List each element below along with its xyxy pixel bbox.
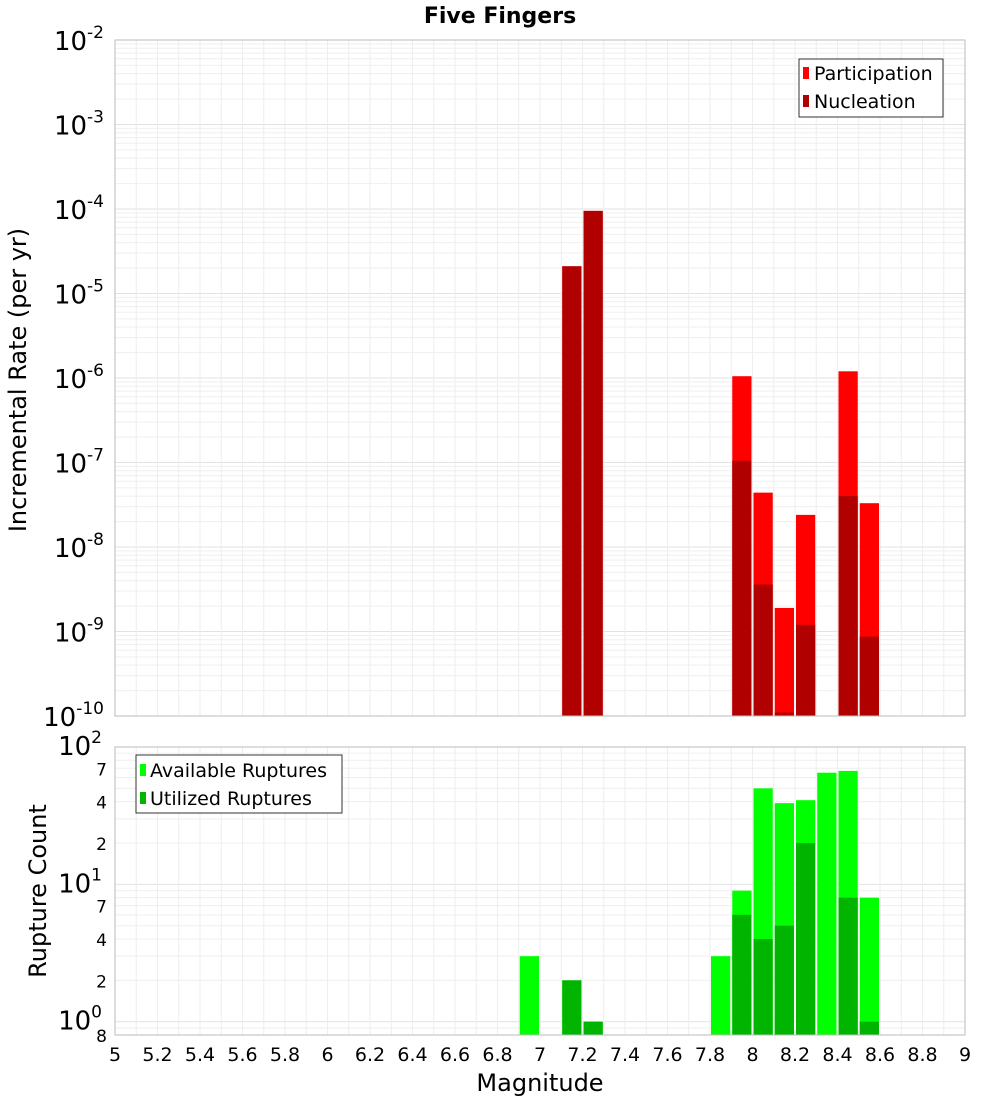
- x-tick-label: 6.4: [397, 1044, 427, 1066]
- rate-y-axis-label: Incremental Rate (per yr): [4, 228, 32, 532]
- rate-y-tick-label: 10-8: [54, 530, 104, 564]
- x-tick-label: 8.4: [822, 1044, 852, 1066]
- count-y-tick-label: 101: [58, 865, 102, 899]
- x-axis-ticks: 5 5.2 5.4 5.6 5.8 6 6.2 6.4 6.6 6.8 7 7.2 7.4 7.6 7.8 8…: [109, 1044, 971, 1066]
- rate-y-tick-label: 10-10: [43, 699, 104, 733]
- x-tick-label: 8.6: [865, 1044, 895, 1066]
- count-y-ticks: 102 101 100 7 4 2 7 4 2 8: [58, 728, 107, 1047]
- nucleation-bar: [796, 624, 816, 716]
- x-axis-label: Magnitude: [476, 1069, 603, 1097]
- x-tick-label: 5.4: [185, 1044, 215, 1066]
- x-tick-label: 5: [109, 1044, 121, 1066]
- available-ruptures-bar: [859, 897, 879, 1035]
- rate-y-tick-label: 10-2: [54, 23, 104, 57]
- x-tick-label: 8.2: [780, 1044, 810, 1066]
- x-tick-label: 7.4: [610, 1044, 640, 1066]
- available-ruptures-bar: [817, 772, 837, 1035]
- rate-y-tick-label: 10-4: [54, 192, 104, 226]
- count-legend-label: Utilized Ruptures: [150, 788, 312, 810]
- utilized-ruptures-bar: [774, 925, 794, 1035]
- nucleation-bar: [583, 210, 603, 716]
- x-tick-label: 7.8: [695, 1044, 725, 1066]
- x-tick-label: 7.6: [652, 1044, 682, 1066]
- nucleation-bar: [732, 460, 752, 716]
- count-panel: 102 101 100 7 4 2 7 4 2 8 Rupture Count Available…: [24, 728, 966, 1047]
- count-legend: Available Ruptures Utilized Ruptures: [135, 754, 343, 814]
- count-y-minor-tick-label: 4: [96, 931, 107, 951]
- rate-bars: [562, 210, 879, 716]
- x-tick-label: 6.8: [482, 1044, 512, 1066]
- nucleation-bar: [562, 266, 582, 716]
- available-ruptures-bar: [711, 956, 731, 1035]
- x-tick-label: 5.2: [142, 1044, 172, 1066]
- rate-legend-label: Participation: [814, 63, 933, 85]
- rate-panel: 10-2 10-3 10-4 10-5 10-6 10-7 10-8 10-9 10-10 In…: [4, 23, 966, 733]
- rate-legend-swatch: [803, 67, 809, 79]
- utilized-ruptures-bar: [562, 980, 582, 1035]
- x-tick-label: 9: [959, 1044, 971, 1066]
- nucleation-bar: [838, 496, 858, 716]
- utilized-ruptures-bar: [753, 939, 773, 1035]
- rate-y-ticks: 10-2 10-3 10-4 10-5 10-6 10-7 10-8 10-9 10-10: [43, 23, 104, 733]
- x-tick-label: 8.8: [907, 1044, 937, 1066]
- count-legend-swatch: [140, 764, 146, 776]
- x-tick-label: 5.8: [270, 1044, 300, 1066]
- rate-y-tick-label: 10-9: [54, 615, 104, 649]
- count-y-tick-label: 100: [58, 1003, 102, 1037]
- rate-legend-box: [798, 58, 944, 118]
- x-tick-label: 6.2: [355, 1044, 385, 1066]
- count-plot-border: [114, 746, 966, 1036]
- x-tick-label: 6: [321, 1044, 333, 1066]
- x-tick-label: 7.2: [567, 1044, 597, 1066]
- nucleation-bar: [859, 636, 879, 716]
- utilized-ruptures-bar: [859, 1021, 879, 1035]
- participation-bar: [774, 607, 794, 716]
- count-legend-swatch: [140, 792, 146, 804]
- count-y-minor-tick-label: 8: [96, 1027, 107, 1047]
- x-tick-label: 7: [534, 1044, 546, 1066]
- rate-y-tick-label: 10-7: [54, 446, 104, 480]
- count-y-tick-label: 102: [58, 728, 102, 762]
- rate-y-tick-label: 10-6: [54, 361, 104, 395]
- rate-y-tick-label: 10-5: [54, 277, 104, 311]
- rate-plot-border: [114, 39, 966, 717]
- nucleation-bar: [774, 712, 794, 716]
- rate-legend: Participation Nucleation: [798, 58, 944, 118]
- rate-legend-label: Nucleation: [814, 91, 916, 113]
- rate-y-tick-label: 10-3: [54, 108, 104, 142]
- nucleation-bar: [753, 584, 773, 716]
- chart-title: Five Fingers: [424, 4, 576, 29]
- count-y-axis-label: Rupture Count: [24, 804, 52, 978]
- count-bars: [519, 770, 879, 1035]
- count-y-minor-tick-label: 7: [96, 760, 107, 780]
- x-tick-label: 5.6: [227, 1044, 257, 1066]
- count-legend-box: [135, 754, 343, 814]
- utilized-ruptures-bar: [796, 843, 816, 1035]
- x-tick-label: 6.6: [440, 1044, 470, 1066]
- count-legend-label: Available Ruptures: [150, 760, 327, 782]
- rate-grid: [114, 40, 966, 717]
- count-y-minor-tick-label: 2: [96, 972, 107, 992]
- count-y-minor-tick-label: 2: [96, 835, 107, 855]
- utilized-ruptures-bar: [583, 1021, 603, 1035]
- x-tick-label: 8: [746, 1044, 758, 1066]
- count-y-minor-tick-label: 7: [96, 898, 107, 918]
- count-y-minor-tick-label: 4: [96, 794, 107, 814]
- available-ruptures-bar: [519, 956, 539, 1035]
- rate-legend-swatch: [803, 95, 809, 107]
- utilized-ruptures-bar: [732, 914, 752, 1035]
- utilized-ruptures-bar: [838, 897, 858, 1035]
